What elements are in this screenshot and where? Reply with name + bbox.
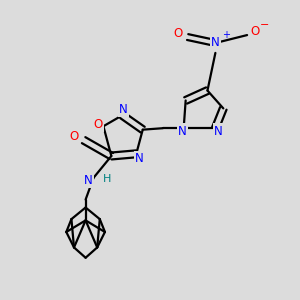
Text: O: O bbox=[94, 118, 103, 131]
Text: N: N bbox=[214, 125, 223, 138]
Text: +: + bbox=[222, 30, 230, 40]
Text: N: N bbox=[211, 37, 220, 50]
Text: N: N bbox=[119, 103, 128, 116]
Text: O: O bbox=[173, 27, 182, 40]
Text: O: O bbox=[69, 130, 78, 143]
Text: N: N bbox=[178, 125, 187, 138]
Text: H: H bbox=[103, 174, 112, 184]
Text: O: O bbox=[250, 25, 260, 38]
Text: −: − bbox=[260, 20, 270, 30]
Text: N: N bbox=[84, 174, 93, 187]
Text: N: N bbox=[135, 152, 144, 165]
